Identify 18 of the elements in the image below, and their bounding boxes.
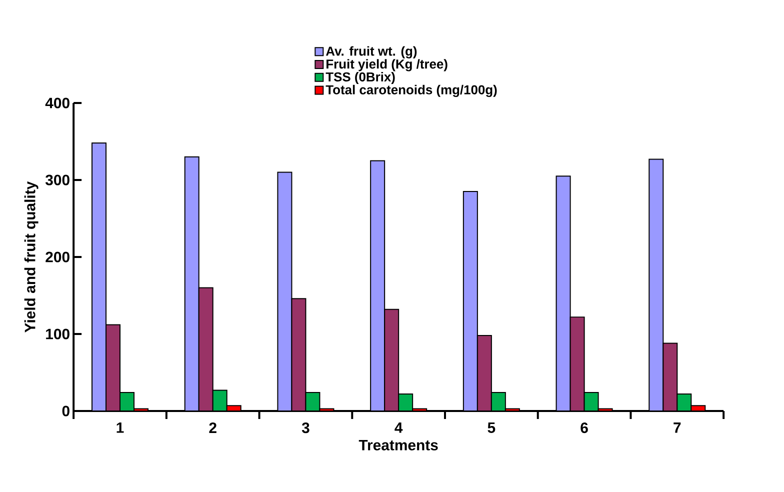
legend-label: TSS (0Brix) <box>326 72 395 84</box>
legend-label: Total carotenoids (mg/100g) <box>326 84 497 97</box>
x-tick-label: 6 <box>580 422 588 434</box>
x-tick-label: 2 <box>209 422 216 433</box>
x-tick-label: 1 <box>116 422 124 433</box>
x-tick-label: 5 <box>488 422 496 433</box>
legend-label: Av. fruit wt. (g) <box>326 46 417 58</box>
y-tick-label: 300 <box>45 174 70 186</box>
legend-label: Fruit yield (Kg /tree) <box>326 59 448 72</box>
x-tick-label: 7 <box>674 422 681 433</box>
y-tick-label: 100 <box>46 328 70 340</box>
y-axis-title: Yield and fruit quality <box>24 181 38 332</box>
y-tick-label: 400 <box>45 98 70 108</box>
x-tick-label: 3 <box>302 422 310 434</box>
y-tick-label: 200 <box>46 252 70 262</box>
x-tick-label: 4 <box>394 422 403 433</box>
y-tick-label: 0 <box>62 406 70 416</box>
x-axis-title: Treatments <box>358 440 438 450</box>
